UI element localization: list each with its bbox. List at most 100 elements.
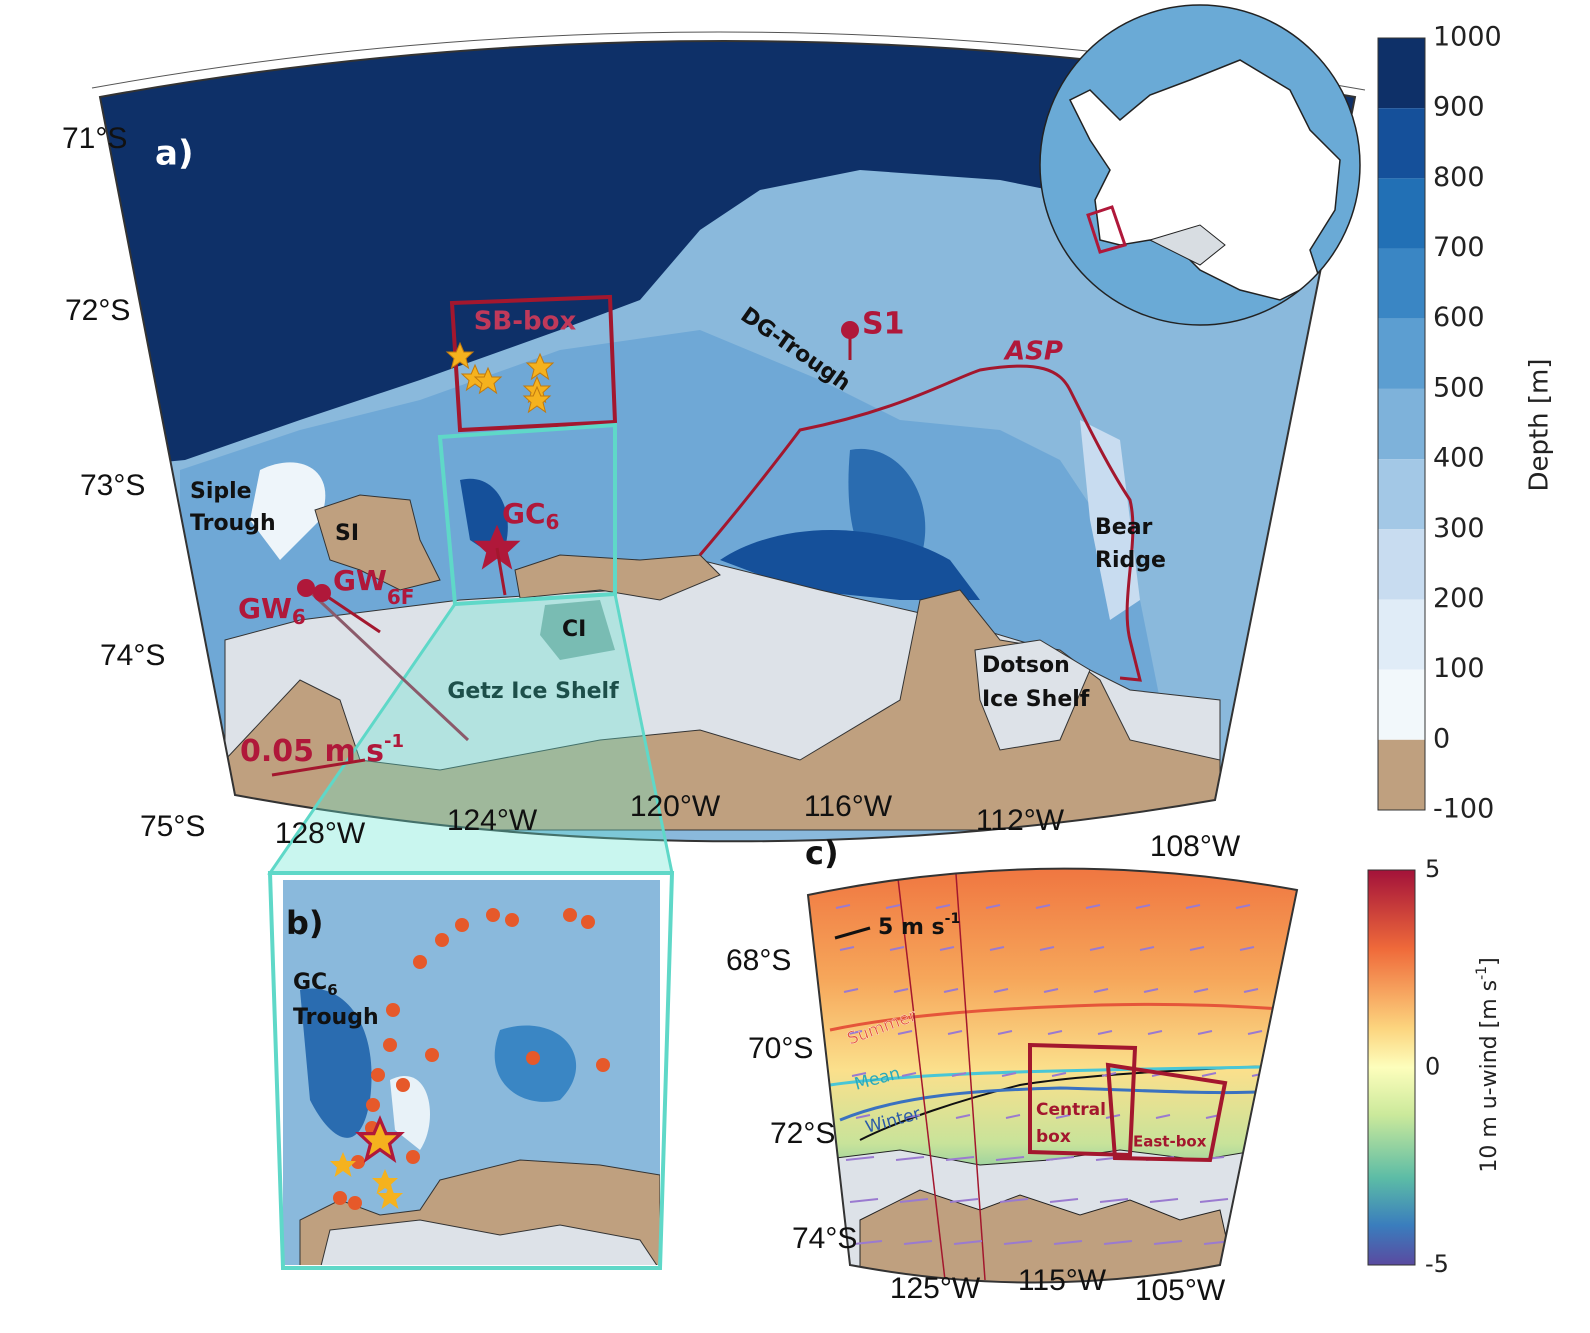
colorbar-tick-label: 0	[1433, 723, 1450, 754]
lat-label: 72°S	[65, 294, 130, 327]
star	[473, 366, 503, 395]
zoom-frame	[267, 871, 675, 1270]
place-label: ASP	[1003, 337, 1063, 367]
label-sup: -1	[384, 731, 404, 752]
summer-line	[829, 1002, 1296, 1032]
east-box	[1105, 1062, 1228, 1163]
station	[581, 915, 595, 929]
place-label: GC6	[293, 970, 338, 999]
scale-arrow	[271, 758, 366, 777]
meridian	[896, 869, 946, 1281]
lat-label: 74°S	[792, 1222, 857, 1255]
ice-shelf	[974, 639, 1091, 751]
box-label: Central	[1036, 1100, 1106, 1120]
wind-arrow	[1035, 904, 1051, 909]
station	[371, 1068, 385, 1082]
wind-arrow	[1005, 1114, 1021, 1119]
station	[396, 1078, 410, 1092]
wind-arrow	[1003, 1240, 1033, 1245]
wind-arrow	[985, 904, 1001, 909]
panel-label: b)	[286, 904, 324, 942]
colorbar-segment	[1378, 318, 1425, 389]
scale-label: 5 m s-1	[878, 911, 960, 940]
wind-arrow	[845, 1156, 875, 1161]
wind-arrow	[885, 904, 901, 909]
label-sub: 6	[546, 510, 560, 534]
wind-arrow	[855, 1114, 871, 1119]
wind-arrow	[899, 1198, 929, 1203]
mooring-star	[473, 524, 521, 570]
station	[486, 908, 500, 922]
island	[314, 494, 441, 591]
winter-line	[839, 1086, 1296, 1122]
wind-arrow	[851, 1072, 867, 1077]
wind-arrow	[949, 1198, 979, 1203]
region-box	[1086, 205, 1127, 254]
lat-label: 72°S	[770, 1117, 835, 1150]
panel-label: a)	[155, 134, 193, 174]
colorbar-tick-label: -100	[1433, 794, 1494, 825]
ctd-stations	[333, 908, 610, 1210]
colorbar-segment	[1378, 529, 1425, 600]
place-label: Getz Ice Shelf	[447, 679, 619, 704]
trough	[300, 988, 372, 1138]
colorbar-label: 10 m u-wind [m s-1]	[1474, 957, 1502, 1172]
ice-shelf	[1148, 224, 1226, 266]
antarctica	[1068, 59, 1341, 301]
wind-arrow	[1051, 1072, 1067, 1077]
wind-arrow	[1147, 1030, 1163, 1035]
frame	[98, 40, 1357, 843]
colorbar-segment	[1378, 599, 1425, 670]
wind-arrow	[843, 988, 859, 993]
wind-arrow	[1089, 946, 1105, 951]
lat-label: 73°S	[80, 469, 145, 502]
wind-arrow	[1239, 946, 1255, 951]
wind-arrow	[1055, 1114, 1071, 1119]
wind-arrow	[1135, 904, 1151, 909]
wind-arrow	[995, 1156, 1025, 1161]
lat-label: 74°S	[100, 639, 165, 672]
wind-arrow	[1103, 1240, 1133, 1245]
colorbar-tick-label: 500	[1433, 372, 1485, 403]
place-label: Siple	[190, 479, 252, 504]
place-label: Bear	[1095, 515, 1153, 540]
wind-arrow	[999, 1198, 1029, 1203]
place-label: SI	[335, 521, 359, 546]
wind-arrow	[897, 1030, 913, 1035]
wind-arrow	[1053, 1240, 1083, 1245]
label-main: 5 m s	[878, 915, 945, 940]
wind-arrow	[1201, 1072, 1217, 1077]
wind-arrow	[989, 946, 1005, 951]
label-main: 10 m u-wind [m s	[1477, 980, 1502, 1173]
colorbar-segment	[1378, 38, 1425, 109]
place-label: Trough	[293, 1005, 379, 1030]
shallow	[250, 462, 326, 560]
station	[435, 933, 449, 947]
wind-arrow	[939, 946, 955, 951]
place-label: S1	[862, 307, 904, 342]
wind-arrow	[895, 1156, 925, 1161]
lon-label: 116°W	[804, 790, 893, 823]
lon-label: 108°W	[1150, 830, 1241, 863]
island	[540, 600, 615, 660]
place-label: Trough	[190, 511, 276, 536]
label-sup: -1	[1474, 966, 1490, 980]
star	[377, 1184, 403, 1209]
lat-label: 71°S	[62, 122, 127, 155]
colorbar-c	[1367, 869, 1416, 1266]
wind-arrow	[849, 1198, 879, 1203]
place-label: Ridge	[1095, 548, 1166, 573]
land	[514, 554, 721, 601]
colorbar-label: Depth [m]	[1525, 358, 1555, 491]
lon-label: 124°W	[447, 804, 538, 837]
lon-label: 128°W	[275, 817, 366, 850]
wind-arrow	[935, 904, 951, 909]
wind-arrow	[1199, 1198, 1229, 1203]
wind-arrow	[1049, 1198, 1079, 1203]
mooring	[297, 579, 315, 597]
wind-arrow	[1149, 1198, 1179, 1203]
wind-arrow	[1193, 988, 1209, 993]
station	[505, 913, 519, 927]
star	[445, 341, 475, 370]
